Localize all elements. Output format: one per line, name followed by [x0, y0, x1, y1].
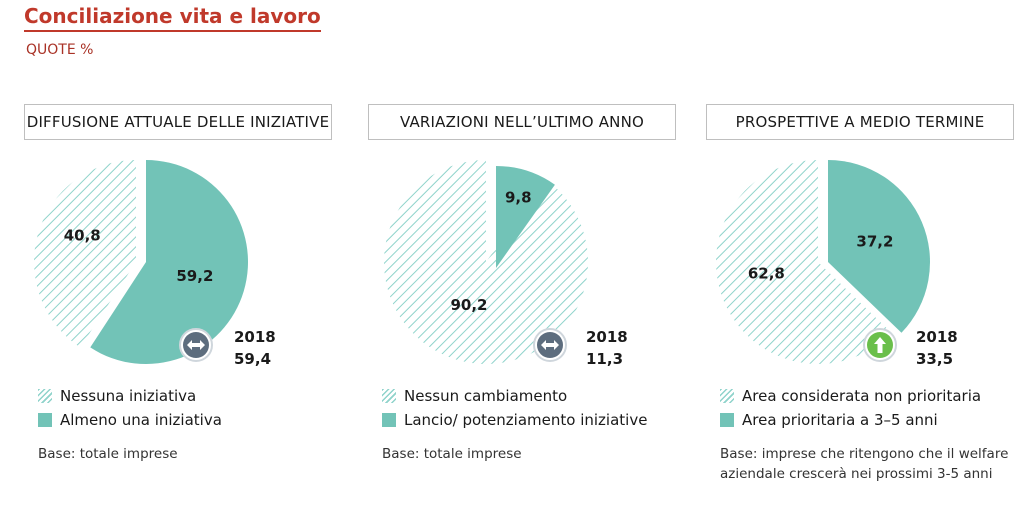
- hatch-swatch: [720, 389, 734, 403]
- base-note: Base: totale imprese: [38, 446, 178, 462]
- chart-title: PROSPETTIVE A MEDIO TERMINE: [706, 104, 1014, 140]
- pie-slice-solid: [90, 160, 248, 364]
- left-right-arrow-icon: [179, 328, 213, 362]
- legend-item: Nessun cambiamento: [382, 384, 647, 408]
- solid-swatch: [38, 413, 52, 427]
- comparison-year: 2018: [916, 328, 958, 346]
- legend-item: Area considerata non prioritaria: [720, 384, 981, 408]
- comparison-value: 59,4: [234, 350, 272, 368]
- legend-label: Area considerata non prioritaria: [742, 387, 982, 405]
- legend: Nessun cambiamento Lancio/ potenziamento…: [382, 384, 647, 432]
- slice-value-label: 40,8: [64, 227, 101, 245]
- comparison-year: 2018: [586, 328, 628, 346]
- pie-chart: 59,2 40,8: [33, 160, 248, 364]
- comparison-value: 11,3: [586, 350, 624, 368]
- chart-panel-variazioni: VARIAZIONI NELL’ULTIMO ANNO 9,8 90,2 2018…: [368, 104, 678, 504]
- hatch-swatch: [38, 389, 52, 403]
- chart-title: VARIAZIONI NELL’ULTIMO ANNO: [368, 104, 676, 140]
- solid-swatch: [382, 413, 396, 427]
- slice-value-label: 59,2: [176, 267, 213, 285]
- pie-chart: 37,2 62,8: [716, 160, 930, 364]
- chart-panel-diffusione: DIFFUSIONE ATTUALE DELLE INIZIATIVE 59,2…: [24, 104, 334, 504]
- base-note: Base: totale imprese: [382, 446, 522, 462]
- slice-value-label: 90,2: [450, 296, 487, 314]
- page-subtitle: QUOTE %: [26, 42, 94, 58]
- legend-label: Area prioritaria a 3–5 anni: [742, 411, 938, 429]
- pie-chart: 9,8 90,2: [384, 160, 588, 364]
- slice-value-label: 37,2: [856, 233, 893, 251]
- legend: Area considerata non prioritaria Area pr…: [720, 384, 981, 432]
- comparison-year: 2018: [234, 328, 276, 346]
- page-title: Conciliazione vita e lavoro: [24, 4, 321, 32]
- legend-label: Nessun cambiamento: [404, 387, 568, 405]
- pie-slice-solid: [828, 160, 930, 333]
- chart-title: DIFFUSIONE ATTUALE DELLE INIZIATIVE: [24, 104, 332, 140]
- legend: Nessuna iniziativa Almeno una iniziativa: [38, 384, 222, 432]
- slice-value-label: 9,8: [505, 189, 532, 207]
- legend-item: Area prioritaria a 3–5 anni: [720, 408, 981, 432]
- slice-value-label: 62,8: [748, 264, 785, 282]
- legend-item: Nessuna iniziativa: [38, 384, 222, 408]
- pie-slice-hatch: [384, 160, 588, 364]
- chart-panel-prospettive: PROSPETTIVE A MEDIO TERMINE 37,2 62,8 201…: [706, 104, 1016, 504]
- legend-item: Lancio/ potenziamento iniziative: [382, 408, 647, 432]
- pie-slice-hatch: [33, 160, 136, 348]
- legend-label: Lancio/ potenziamento iniziative: [404, 411, 648, 429]
- comparison-value: 33,5: [916, 350, 954, 368]
- base-note: Base: imprese che ritengono che il welfa…: [720, 446, 1009, 482]
- up-arrow-icon: [863, 328, 897, 362]
- pie-slice-solid: [496, 166, 555, 268]
- pie-slice-hatch: [716, 160, 892, 364]
- hatch-swatch: [382, 389, 396, 403]
- legend-label: Almeno una iniziativa: [60, 411, 222, 429]
- legend-item: Almeno una iniziativa: [38, 408, 222, 432]
- left-right-arrow-icon: [533, 328, 567, 362]
- solid-swatch: [720, 413, 734, 427]
- legend-label: Nessuna iniziativa: [60, 387, 197, 405]
